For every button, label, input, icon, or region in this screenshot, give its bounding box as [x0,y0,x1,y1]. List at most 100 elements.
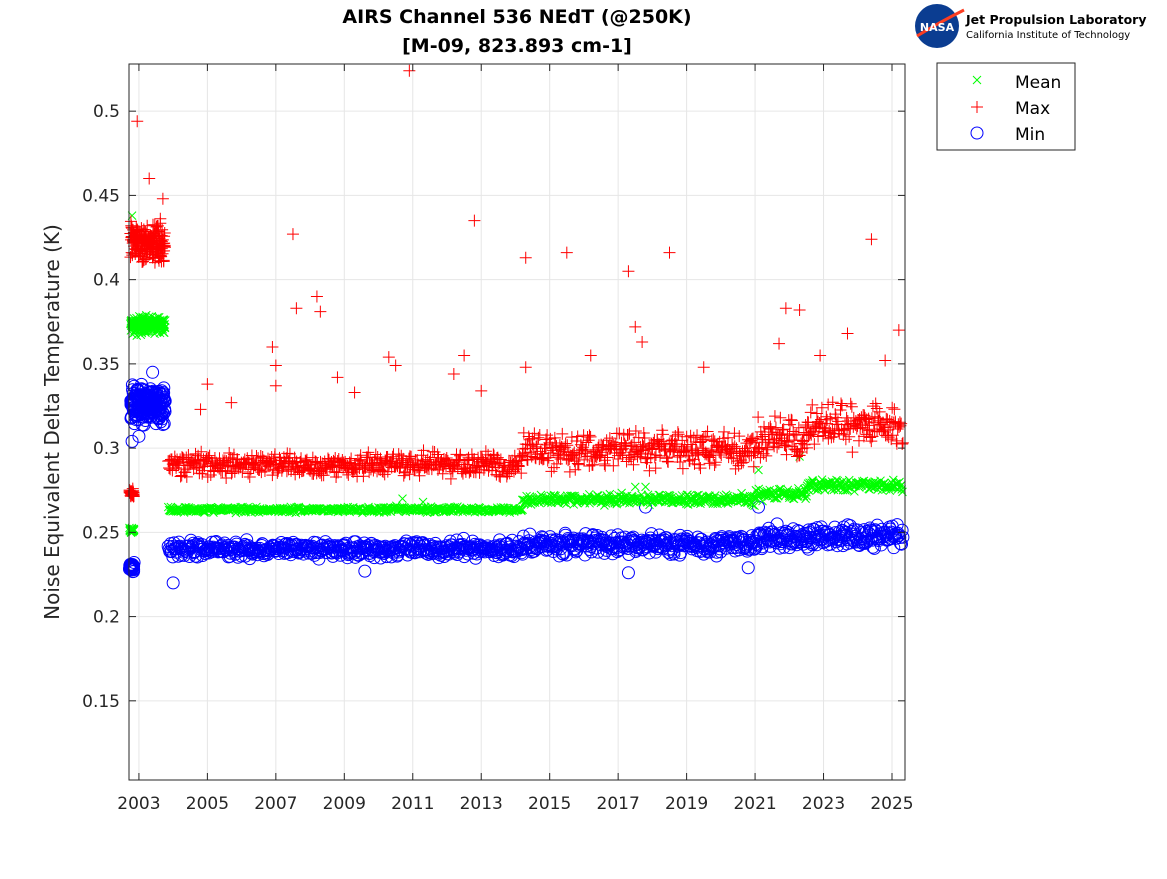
data-point-max [851,419,864,432]
data-point-min [800,540,814,554]
data-point-max [143,172,156,185]
data-point-max [805,428,818,441]
legend-marker-max [971,101,983,113]
data-point-max [220,472,233,485]
data-marks [122,64,910,590]
data-point-max [800,441,813,454]
data-point-max [697,361,710,374]
data-point-mean [129,526,139,536]
data-point-max [584,430,597,443]
data-point-max [618,437,631,450]
data-point-max [886,401,899,414]
data-point-max [649,462,662,475]
data-point-max [561,439,574,452]
data-point-mean [160,319,169,329]
data-point-min [410,535,424,549]
data-point-max [818,425,831,438]
data-point-max [713,445,726,458]
data-point-max [475,384,488,397]
data-point-max [512,460,525,473]
legend-marker-mean [972,75,982,85]
data-point-max [156,192,169,205]
data-point-max [403,64,416,77]
data-point-max [281,447,294,460]
data-point-max [607,459,620,472]
data-point-max [788,443,801,456]
data-point-min [166,576,180,590]
y-tick-label: 0.4 [93,271,120,291]
data-point-max [579,443,592,456]
data-point-max [780,436,793,449]
data-point-max [808,438,821,451]
data-point-max [236,465,249,478]
x-tick-label: 2007 [254,794,297,814]
data-point-max [622,265,635,278]
data-point-max [600,434,613,447]
data-point-max [721,431,734,444]
y-tick-label: 0.35 [82,355,120,375]
data-point-max [888,403,901,416]
data-point-max [321,452,334,465]
data-point-max [148,218,161,231]
data-point-max [201,378,214,391]
legend-box [936,62,1076,151]
legend-label-min: Min [1015,125,1045,145]
data-point-max [447,367,460,380]
data-point-max [760,441,773,454]
data-point-max [841,327,854,340]
data-point-max [893,421,906,434]
data-point-min [158,405,172,419]
data-point-max [672,428,685,441]
data-point-max [190,461,203,474]
data-point-max [317,469,330,482]
data-point-max [231,459,244,472]
legend: Mean Max Min [936,62,1076,151]
data-point-max [894,419,907,432]
data-point-min [158,393,172,407]
data-point-max [806,398,819,411]
data-point-max [671,450,684,463]
data-point-max [646,442,659,455]
data-point-max [709,456,722,469]
data-point-max [891,422,904,435]
data-point-max [389,359,402,372]
data-point-mean [821,478,831,488]
data-point-max [468,214,481,227]
data-point-max [733,430,746,443]
data-point-max [563,465,576,478]
data-point-max [582,434,595,447]
data-point-min [709,533,723,547]
data-point-max [822,398,835,411]
data-point-min [893,531,907,545]
data-point-max [608,440,621,453]
data-point-max [465,448,478,461]
data-point-min [705,541,719,555]
data-point-max [196,464,209,477]
data-point-max [694,462,707,475]
data-point-max [881,413,894,426]
data-point-min [132,429,146,443]
data-point-max [531,438,544,451]
data-point-max [532,431,545,444]
data-point-max [676,462,689,475]
data-point-max [510,457,523,470]
data-point-max [714,447,727,460]
data-point-max [552,451,565,464]
data-point-max [702,450,715,463]
data-point-max [182,448,195,461]
data-point-max [774,411,787,424]
data-point-max [454,448,467,461]
data-point-max [776,423,789,436]
data-point-mean [850,487,859,496]
data-point-max [269,359,282,372]
x-tick-label: 2025 [870,794,913,814]
data-point-max [892,324,905,337]
data-point-max [243,471,256,484]
jpl-subname: California Institute of Technology [966,30,1130,41]
data-point-max [420,460,433,473]
data-point-max [203,449,216,462]
data-point-min [127,564,141,578]
y-tick-label: 0.15 [82,692,120,712]
data-point-max [131,115,144,128]
data-point-max [737,456,750,469]
